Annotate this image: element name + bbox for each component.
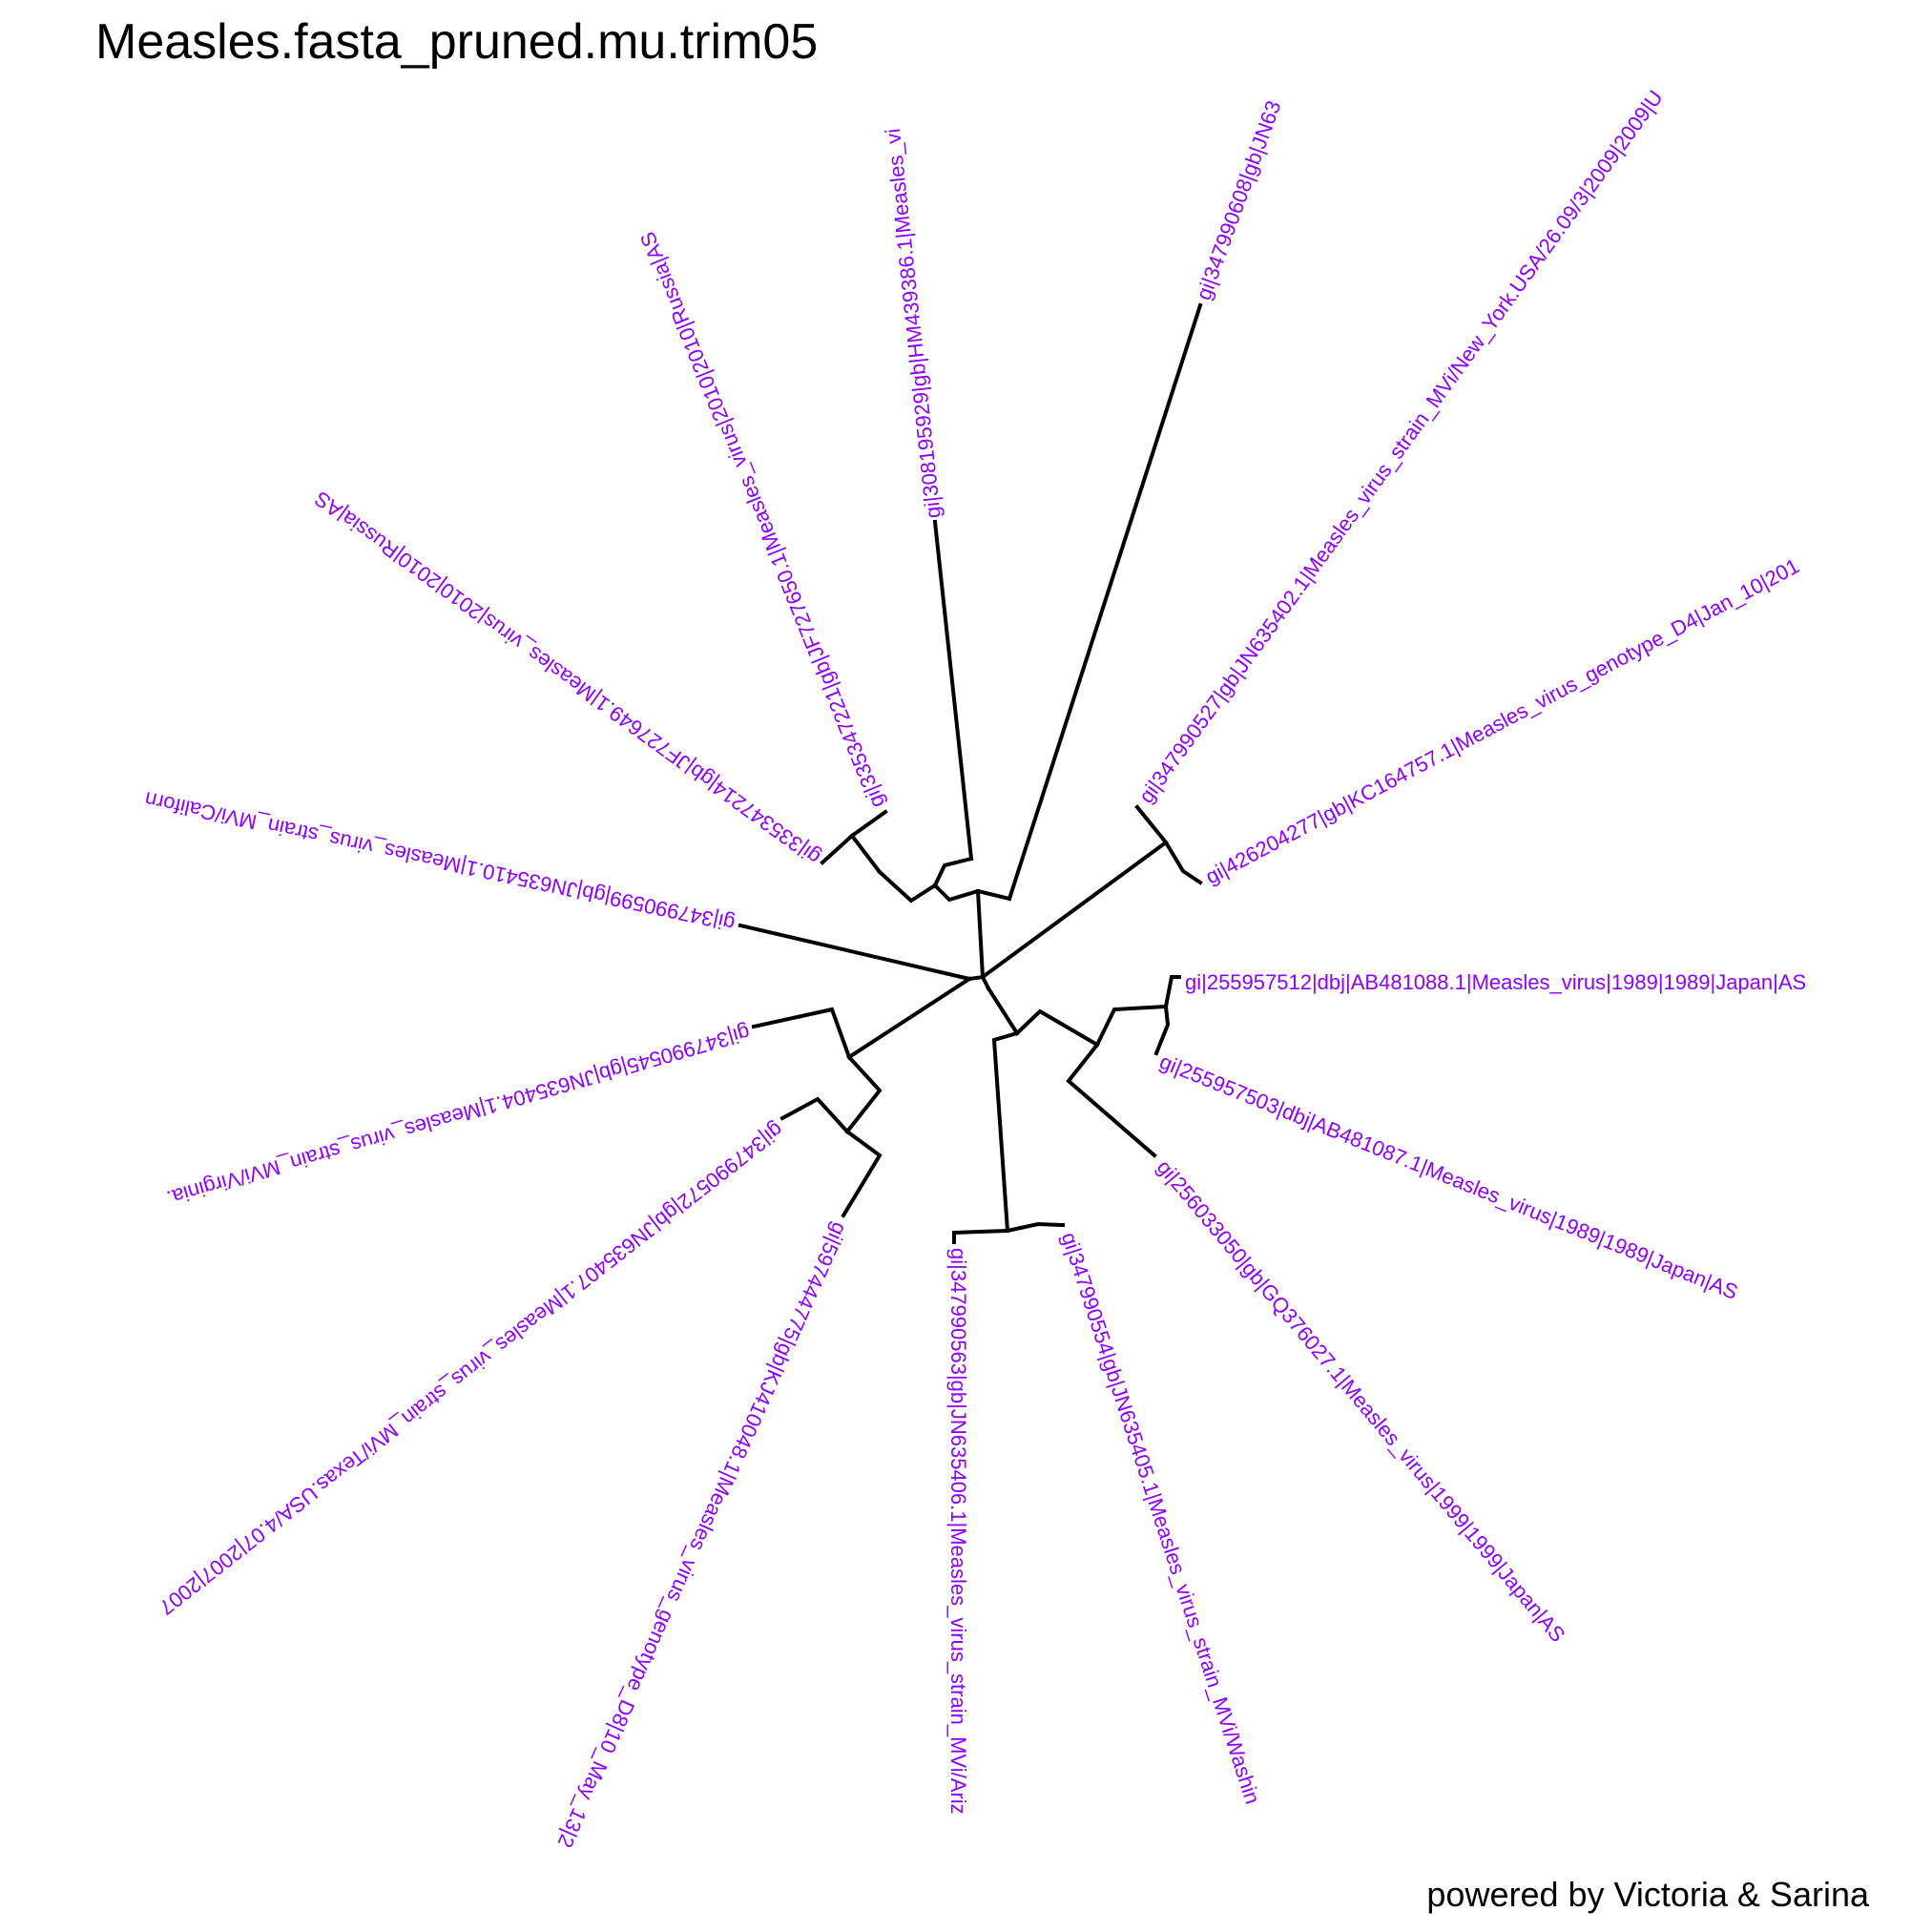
branch: [841, 1129, 883, 1218]
branch: [952, 1221, 1066, 1244]
branch: [980, 840, 1169, 980]
branch: [932, 519, 974, 862]
figure-title: Measles.fasta_pruned.mu.trim05: [95, 14, 819, 70]
branch: [737, 923, 972, 982]
branch: [1163, 840, 1203, 885]
branch: [975, 888, 986, 980]
branch: [991, 1030, 1020, 1234]
branch: [877, 869, 938, 904]
tip-label: gi|347990554|gb|JN635405.1|Measles_virus…: [1057, 1230, 1265, 1807]
tip-label: gi|347990563|gb|JN635406.1|Measles_virus…: [946, 1248, 970, 1815]
tip-label: gi|347990599|gb|JN635410.1|Measles_virus…: [142, 787, 737, 936]
branch: [986, 986, 1100, 1048]
tip-label: gi|335347221|gb|JF727650.1|Measles_virus…: [635, 228, 889, 811]
branch: [844, 1054, 883, 1134]
branch: [849, 809, 888, 839]
tip-label: gi|256033050|gb|GQ376027.1|Measles_virus…: [1153, 1155, 1570, 1647]
branch: [932, 883, 1012, 903]
tip-label: gi|347990545|gb|JN635404.1|Measles_virus…: [164, 1021, 753, 1211]
branch: [1134, 804, 1169, 845]
branch: [820, 833, 883, 875]
branch: [932, 856, 974, 888]
credit-text: powered by Victoria & Sarina: [1426, 1875, 1869, 1914]
branch: [1153, 1004, 1171, 1056]
branch: [779, 1096, 850, 1134]
branch: [1066, 1042, 1157, 1158]
tip-label: gi|255957512|dbj|AB481088.1|Measles_viru…: [1185, 970, 1806, 994]
tip-label: gi|597444775|gb|KJ410048.1|Measles_virus…: [553, 1219, 852, 1852]
tip-label: gi|347990608|gb|JN63: [1192, 97, 1286, 302]
tip-label: gi|335347214|gb|JF727649.1|Measles_virus…: [310, 487, 825, 870]
tip-labels: gi|347990608|gb|JN63gi|347990527|gb|JN63…: [142, 86, 1806, 1852]
tip-label: gi|347990527|gb|JN635402.1|Measles_virus…: [1134, 86, 1668, 808]
branch: [751, 1007, 852, 1060]
tree-branches: [737, 302, 1203, 1244]
tip-label: gi|308195929|gb|HM439386.1|Measles_vi: [881, 128, 945, 520]
branch: [846, 976, 972, 1060]
branch: [1007, 302, 1203, 902]
root-branch: [966, 974, 991, 991]
